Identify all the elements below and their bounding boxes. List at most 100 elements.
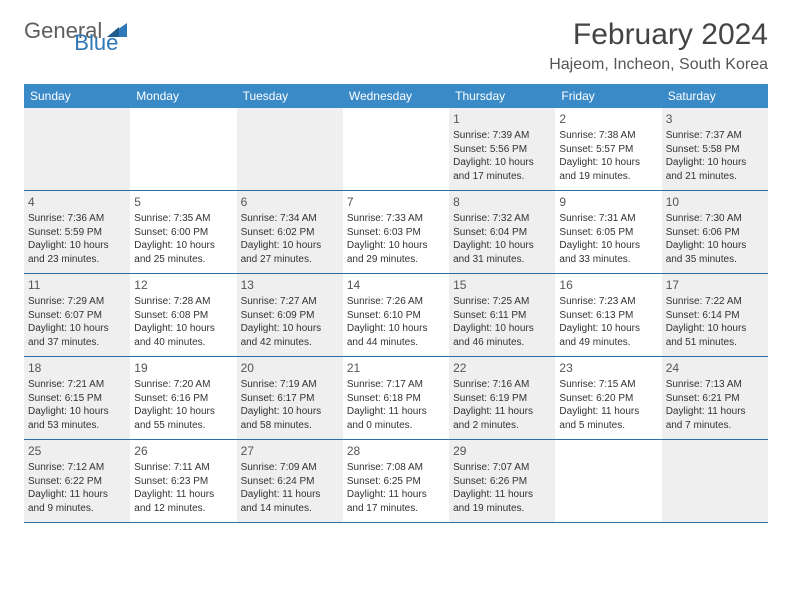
sunrise-text: Sunrise: 7:17 AM [347,378,445,392]
sunset-text: Sunset: 6:18 PM [347,392,445,406]
day-number: 28 [347,443,445,459]
day-number: 6 [241,194,339,210]
sunrise-text: Sunrise: 7:23 AM [559,295,657,309]
daylight2-text: and 21 minutes. [666,170,764,184]
daylight2-text: and 51 minutes. [666,336,764,350]
sunset-text: Sunset: 6:19 PM [453,392,551,406]
day-number: 10 [666,194,764,210]
daylight2-text: and 12 minutes. [134,502,232,516]
daylight1-text: Daylight: 11 hours [559,405,657,419]
sunrise-text: Sunrise: 7:09 AM [241,461,339,475]
daylight2-text: and 58 minutes. [241,419,339,433]
day-number: 26 [134,443,232,459]
sunset-text: Sunset: 6:13 PM [559,309,657,323]
day-number: 23 [559,360,657,376]
daylight2-text: and 7 minutes. [666,419,764,433]
sunset-text: Sunset: 6:25 PM [347,475,445,489]
daylight2-text: and 35 minutes. [666,253,764,267]
daylight1-text: Daylight: 10 hours [347,322,445,336]
brand-logo: General Blue [24,18,178,44]
daylight2-text: and 40 minutes. [134,336,232,350]
calendar-cell: 10Sunrise: 7:30 AMSunset: 6:06 PMDayligh… [662,191,768,273]
daylight2-text: and 19 minutes. [559,170,657,184]
daylight1-text: Daylight: 10 hours [134,239,232,253]
sunrise-text: Sunrise: 7:29 AM [28,295,126,309]
day-number: 16 [559,277,657,293]
sunrise-text: Sunrise: 7:21 AM [28,378,126,392]
daylight2-text: and 37 minutes. [28,336,126,350]
day-number: 3 [666,111,764,127]
sunset-text: Sunset: 6:00 PM [134,226,232,240]
sunset-text: Sunset: 6:15 PM [28,392,126,406]
sunrise-text: Sunrise: 7:33 AM [347,212,445,226]
day-number: 17 [666,277,764,293]
sunset-text: Sunset: 5:59 PM [28,226,126,240]
calendar-grid: SundayMondayTuesdayWednesdayThursdayFrid… [24,84,768,523]
daylight1-text: Daylight: 10 hours [666,239,764,253]
calendar-cell: 22Sunrise: 7:16 AMSunset: 6:19 PMDayligh… [449,357,555,439]
sunset-text: Sunset: 6:24 PM [241,475,339,489]
daylight1-text: Daylight: 11 hours [347,488,445,502]
calendar-cell: 15Sunrise: 7:25 AMSunset: 6:11 PMDayligh… [449,274,555,356]
day-number: 13 [241,277,339,293]
daylight2-text: and 55 minutes. [134,419,232,433]
calendar-cell: 27Sunrise: 7:09 AMSunset: 6:24 PMDayligh… [237,440,343,522]
daylight2-text: and 23 minutes. [28,253,126,267]
calendar-cell: 6Sunrise: 7:34 AMSunset: 6:02 PMDaylight… [237,191,343,273]
calendar-cell: 12Sunrise: 7:28 AMSunset: 6:08 PMDayligh… [130,274,236,356]
weekday-header: Sunday [24,84,130,108]
calendar-cell: 8Sunrise: 7:32 AMSunset: 6:04 PMDaylight… [449,191,555,273]
sunrise-text: Sunrise: 7:37 AM [666,129,764,143]
sunset-text: Sunset: 6:14 PM [666,309,764,323]
calendar-cell [343,108,449,190]
daylight1-text: Daylight: 10 hours [134,405,232,419]
calendar-page: General Blue February 2024 Hajeom, Inche… [0,0,792,541]
sunset-text: Sunset: 6:20 PM [559,392,657,406]
daylight2-text: and 25 minutes. [134,253,232,267]
daylight1-text: Daylight: 11 hours [453,488,551,502]
sunset-text: Sunset: 6:26 PM [453,475,551,489]
sunset-text: Sunset: 6:17 PM [241,392,339,406]
sunrise-text: Sunrise: 7:39 AM [453,129,551,143]
sunrise-text: Sunrise: 7:28 AM [134,295,232,309]
calendar-cell: 5Sunrise: 7:35 AMSunset: 6:00 PMDaylight… [130,191,236,273]
weekday-header: Friday [555,84,661,108]
daylight1-text: Daylight: 10 hours [28,322,126,336]
calendar-week-row: 4Sunrise: 7:36 AMSunset: 5:59 PMDaylight… [24,191,768,274]
daylight1-text: Daylight: 10 hours [453,322,551,336]
calendar-cell: 3Sunrise: 7:37 AMSunset: 5:58 PMDaylight… [662,108,768,190]
daylight2-text: and 44 minutes. [347,336,445,350]
day-number: 22 [453,360,551,376]
sunrise-text: Sunrise: 7:36 AM [28,212,126,226]
day-number: 14 [347,277,445,293]
sunrise-text: Sunrise: 7:25 AM [453,295,551,309]
calendar-cell: 4Sunrise: 7:36 AMSunset: 5:59 PMDaylight… [24,191,130,273]
daylight1-text: Daylight: 10 hours [559,156,657,170]
sunset-text: Sunset: 5:57 PM [559,143,657,157]
weekday-header: Monday [130,84,236,108]
weekday-header: Thursday [449,84,555,108]
calendar-cell: 18Sunrise: 7:21 AMSunset: 6:15 PMDayligh… [24,357,130,439]
daylight1-text: Daylight: 10 hours [28,239,126,253]
calendar-cell: 7Sunrise: 7:33 AMSunset: 6:03 PMDaylight… [343,191,449,273]
daylight2-text: and 33 minutes. [559,253,657,267]
calendar-cell: 11Sunrise: 7:29 AMSunset: 6:07 PMDayligh… [24,274,130,356]
sunrise-text: Sunrise: 7:08 AM [347,461,445,475]
calendar-cell: 21Sunrise: 7:17 AMSunset: 6:18 PMDayligh… [343,357,449,439]
sunset-text: Sunset: 6:09 PM [241,309,339,323]
day-number: 8 [453,194,551,210]
daylight2-text: and 17 minutes. [453,170,551,184]
daylight2-text: and 27 minutes. [241,253,339,267]
month-title: February 2024 [549,18,768,52]
sunset-text: Sunset: 6:22 PM [28,475,126,489]
daylight1-text: Daylight: 10 hours [28,405,126,419]
location-text: Hajeom, Incheon, South Korea [549,56,768,74]
calendar-week-row: 18Sunrise: 7:21 AMSunset: 6:15 PMDayligh… [24,357,768,440]
day-number: 7 [347,194,445,210]
calendar-week-row: 1Sunrise: 7:39 AMSunset: 5:56 PMDaylight… [24,108,768,191]
sunrise-text: Sunrise: 7:20 AM [134,378,232,392]
day-number: 27 [241,443,339,459]
daylight1-text: Daylight: 10 hours [453,156,551,170]
daylight2-text: and 17 minutes. [347,502,445,516]
sunset-text: Sunset: 6:07 PM [28,309,126,323]
